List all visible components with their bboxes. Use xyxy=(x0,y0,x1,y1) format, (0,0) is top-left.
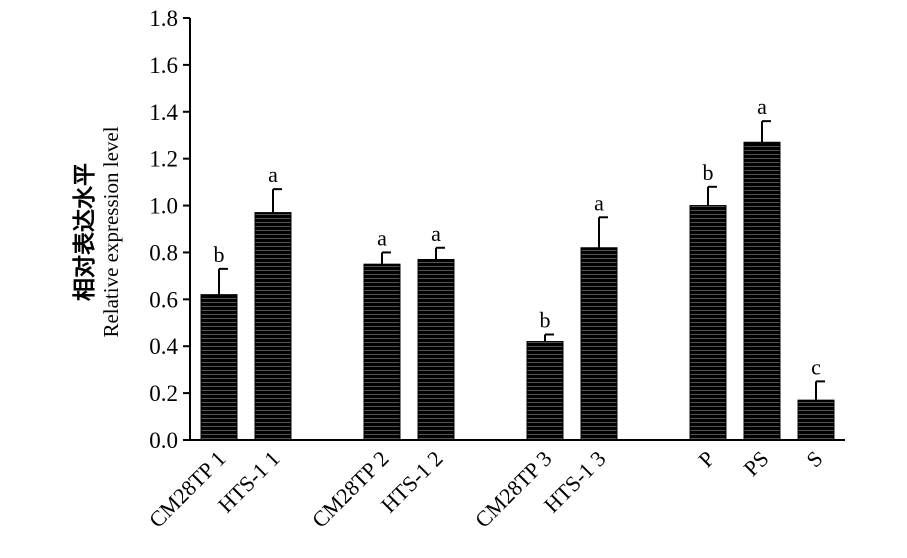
y-tick-label: 0.4 xyxy=(149,334,178,359)
bar xyxy=(526,341,564,441)
bar xyxy=(363,263,401,441)
bar xyxy=(689,205,727,441)
significance-letter: c xyxy=(811,354,821,379)
significance-letter: b xyxy=(214,242,225,267)
x-tick-label: P xyxy=(693,446,719,472)
bar xyxy=(580,247,618,441)
significance-letter: a xyxy=(431,221,441,246)
y-label-cn: 相对表达水平 xyxy=(72,163,97,301)
y-tick-label: 1.4 xyxy=(149,100,178,125)
bar xyxy=(200,294,238,441)
y-tick-label: 0.6 xyxy=(149,287,178,312)
bar xyxy=(417,258,455,441)
x-tick-label: CM28TP 1 xyxy=(144,446,231,533)
significance-letter: a xyxy=(268,162,278,187)
y-tick-label: 0.8 xyxy=(149,240,178,265)
bar xyxy=(743,141,781,441)
y-tick-label: 1.8 xyxy=(149,6,178,31)
bar xyxy=(254,212,292,441)
x-tick-label: S xyxy=(801,446,827,472)
significance-letter: b xyxy=(703,160,714,185)
y-tick-label: 1.0 xyxy=(149,194,178,219)
y-tick-label: 0.2 xyxy=(149,381,178,406)
significance-letter: b xyxy=(540,308,551,333)
y-tick-label: 0.0 xyxy=(149,428,178,453)
bar xyxy=(797,399,835,441)
y-axis-title: 相对表达水平 Relative expression level xyxy=(72,126,123,337)
significance-letter: a xyxy=(594,190,604,215)
y-label-en: Relative expression level xyxy=(99,126,123,337)
y-tick-label: 1.2 xyxy=(149,147,178,172)
significance-letter: a xyxy=(757,94,767,119)
x-tick-label: CM28TP 2 xyxy=(307,446,394,533)
significance-letter: a xyxy=(377,225,387,250)
x-tick-label: PS xyxy=(739,446,774,481)
x-tick-label: CM28TP 3 xyxy=(470,446,557,533)
y-tick-label: 1.6 xyxy=(149,53,178,78)
